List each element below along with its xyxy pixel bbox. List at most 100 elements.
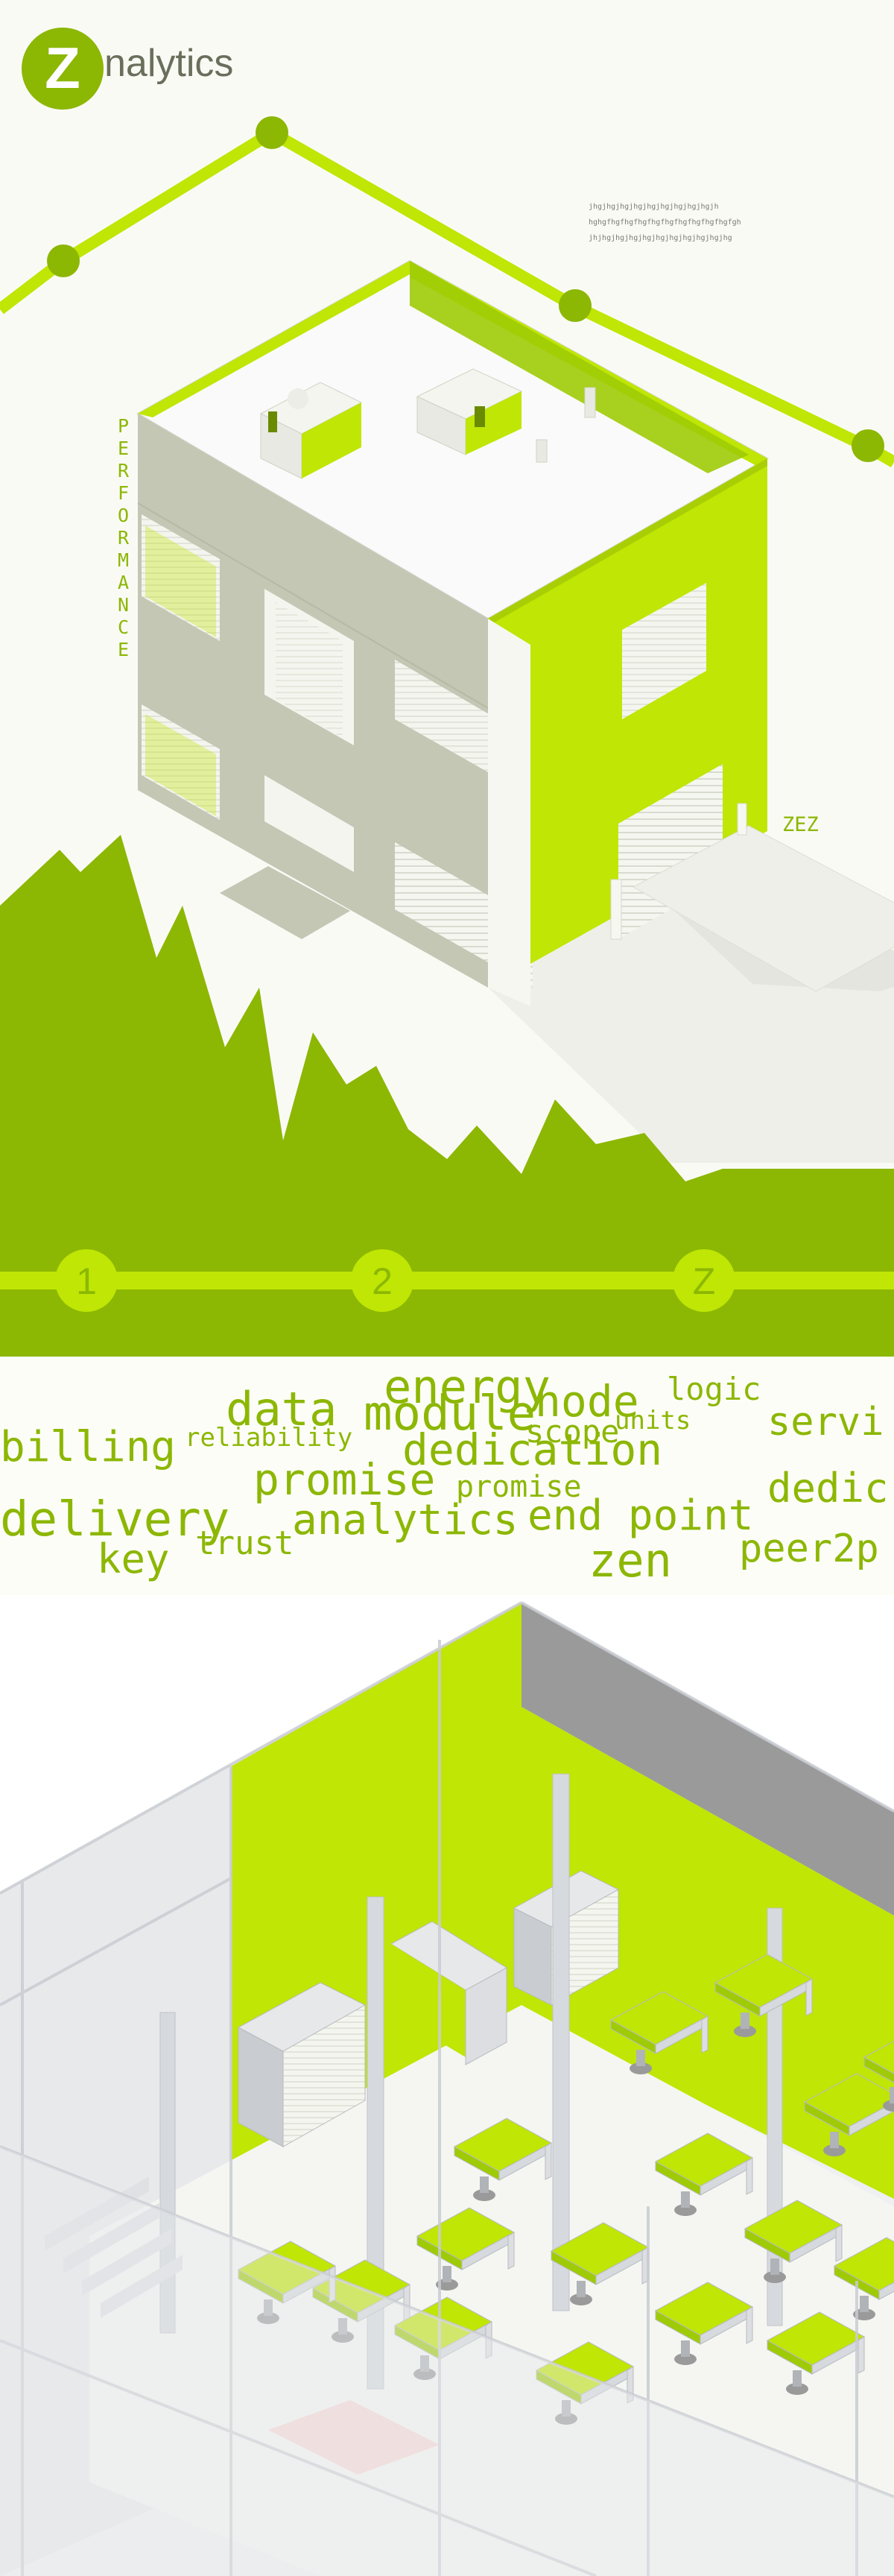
chair-back <box>793 2370 802 2387</box>
skyline-chart <box>0 835 894 1357</box>
desk-leg <box>485 2321 492 2359</box>
floor-line <box>137 502 489 709</box>
cloud-word: energy <box>384 1360 551 1414</box>
stair-step <box>101 2255 183 2318</box>
vent-window <box>268 411 277 432</box>
window-glow <box>145 525 216 637</box>
cloud-word: node <box>535 1376 639 1427</box>
desk-leg <box>746 2306 753 2344</box>
graph-node <box>852 429 884 462</box>
chair-back <box>860 2296 869 2312</box>
znalytics-logo: Z nalytics <box>22 28 233 110</box>
cloud-word: delivery <box>0 1492 229 1547</box>
desk-top <box>863 2040 894 2074</box>
cloud-word: module <box>364 1386 536 1442</box>
office-chair <box>413 2368 436 2380</box>
graph-node <box>256 116 288 149</box>
office-chair <box>674 2353 697 2365</box>
glass-mullion <box>521 1601 894 1813</box>
cloud-word: billing <box>0 1423 176 1471</box>
chair-back <box>830 2132 839 2148</box>
cloud-word: units <box>615 1406 691 1436</box>
chair-back <box>480 2176 489 2193</box>
cloud-word: end point <box>527 1491 753 1540</box>
bollard <box>737 803 747 836</box>
glass-mullion <box>0 2339 597 2576</box>
entrance-opening <box>264 775 354 872</box>
right-facade-window <box>622 583 706 719</box>
graph-node <box>47 244 80 277</box>
roof-pipe <box>584 387 596 418</box>
building-corner-column <box>488 619 530 1006</box>
facade-window <box>142 514 220 641</box>
roof-parapet <box>138 261 410 417</box>
office-chair <box>332 2331 354 2343</box>
desk-edge <box>878 2282 894 2300</box>
column <box>552 1773 570 2311</box>
desk-leg <box>857 2336 865 2374</box>
rooftop-unit-green <box>302 402 361 479</box>
step-label: Z <box>693 1260 716 1302</box>
logo-wordmark: nalytics <box>104 42 233 85</box>
desk-leg <box>835 2224 843 2262</box>
word-cloud-background <box>0 1357 894 1595</box>
chair-back <box>562 2400 571 2416</box>
noise-line: jhgjhgjhgjhgjhgjhgjhgjhgjhgjh <box>589 203 719 211</box>
vent-window <box>475 406 485 427</box>
roof-parapet-inner <box>410 261 749 473</box>
cloud-word: dedication <box>402 1424 662 1475</box>
cloud-word: reliability <box>185 1423 352 1453</box>
cloud-word: scope <box>525 1413 619 1450</box>
meeting-pod-wall <box>465 1967 507 2065</box>
bollard <box>610 879 622 940</box>
desk-leg <box>701 2015 708 2053</box>
office-chair <box>786 2383 808 2395</box>
right-wall-lime <box>522 1707 894 2199</box>
office-chair <box>257 2312 279 2324</box>
interior-shelves <box>276 602 343 738</box>
chair-back <box>681 2340 690 2357</box>
chair-back <box>770 2258 779 2275</box>
step-label: 2 <box>372 1260 393 1302</box>
cloud-word: analytics <box>292 1496 518 1544</box>
shelving-unit <box>282 2004 366 2147</box>
glass-mullion <box>0 2145 894 2498</box>
logo-mark: Z <box>45 35 80 101</box>
facade-window <box>142 704 220 820</box>
office-chair <box>853 2308 875 2320</box>
chair-back <box>338 2318 347 2334</box>
office-chair <box>630 2062 652 2074</box>
graph-node <box>559 289 592 322</box>
chair-back <box>741 2012 749 2029</box>
chair-back <box>264 2299 273 2316</box>
cloud-word: promise <box>456 1470 582 1504</box>
office-chair <box>436 2279 458 2291</box>
desk-leg <box>545 2142 552 2180</box>
stair-step <box>63 2203 160 2273</box>
office-chair <box>674 2204 697 2216</box>
right-facade-shutter <box>618 764 723 939</box>
right-facade-edge <box>488 458 767 626</box>
floor-rug <box>268 2400 440 2475</box>
column <box>159 2012 176 2334</box>
door-mat <box>220 866 350 939</box>
desk-edge <box>863 2056 894 2083</box>
steps-bar: 1 2 Z <box>0 1249 894 1312</box>
office-building <box>136 259 894 1006</box>
cloud-word: key <box>97 1535 170 1582</box>
word-cloud: energy node logic data module units serv… <box>0 1360 889 1588</box>
office-chair <box>823 2144 846 2156</box>
noise-line: hghgfhgfhgfhgfhgfhgfhgfhgfhgfhgfgh <box>589 218 741 227</box>
office-chair <box>570 2294 592 2305</box>
step-circle <box>673 1249 735 1312</box>
glass-mullion <box>0 1877 232 2007</box>
cloud-word: servi <box>767 1400 884 1445</box>
staircase <box>45 2176 183 2318</box>
stair-step <box>82 2229 171 2296</box>
noise-text: jhgjhgjhgjhgjhgjhgjhgjhgjhgjh hghgfhgfhg… <box>589 203 741 242</box>
glass-frame <box>0 1601 894 2576</box>
cloud-word: promise <box>253 1454 435 1505</box>
